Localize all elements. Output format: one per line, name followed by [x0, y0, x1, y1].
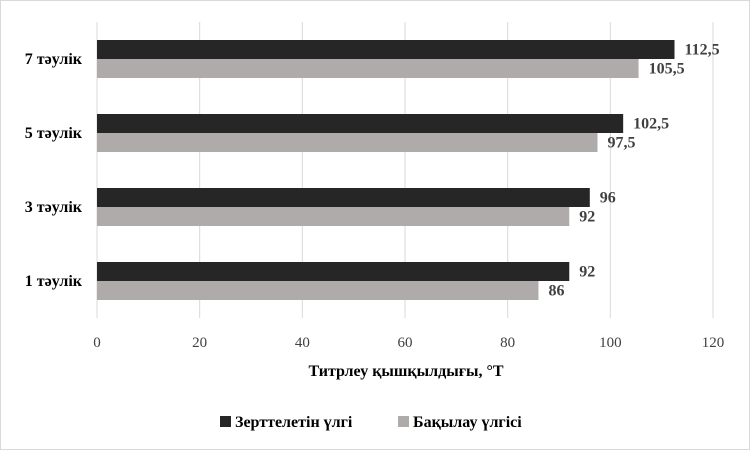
legend-label: Зерттелетін үлгі	[235, 414, 353, 431]
x-tick-label: 20	[192, 335, 207, 351]
x-tick-label: 0	[93, 335, 101, 351]
bar-study	[97, 114, 624, 133]
data-label: 96	[600, 190, 616, 207]
bars	[97, 40, 675, 300]
x-tick-labels: 0 20 40 60 80 100 120	[93, 335, 724, 351]
x-tick-label: 40	[295, 335, 310, 351]
bar-study	[97, 188, 590, 207]
data-label: 112,5	[685, 42, 720, 59]
data-label: 97,5	[608, 135, 636, 152]
data-label: 92	[579, 264, 595, 281]
legend-swatch	[398, 416, 409, 427]
data-label: 105,5	[649, 61, 685, 78]
bar-control	[97, 207, 570, 226]
bar-study	[97, 262, 570, 281]
x-tick-label: 100	[599, 335, 622, 351]
data-label: 102,5	[633, 116, 669, 133]
category-label: 5 тәулік	[25, 125, 83, 142]
data-label: 86	[548, 283, 564, 300]
category-label: 7 тәулік	[25, 51, 83, 68]
category-label: 3 тәулік	[25, 199, 83, 216]
x-axis-title: Титрлеу қышқылдығы, °T	[308, 363, 503, 380]
legend-swatch	[220, 416, 231, 427]
x-tick-label: 80	[500, 335, 515, 351]
legend: Зерттелетін үлгі Бақылау үлгісі	[220, 414, 522, 431]
bar-control	[97, 133, 598, 152]
category-label: 1 тәулік	[25, 273, 83, 290]
x-tick-label: 120	[702, 335, 725, 351]
bar-control	[97, 59, 639, 78]
category-labels: 1 тәулік 3 тәулік 5 тәулік 7 тәулік	[25, 51, 83, 290]
bar-study	[97, 40, 675, 59]
x-tick-label: 60	[398, 335, 413, 351]
data-label: 92	[579, 209, 595, 226]
legend-label: Бақылау үлгісі	[413, 414, 522, 431]
bar-control	[97, 281, 539, 300]
